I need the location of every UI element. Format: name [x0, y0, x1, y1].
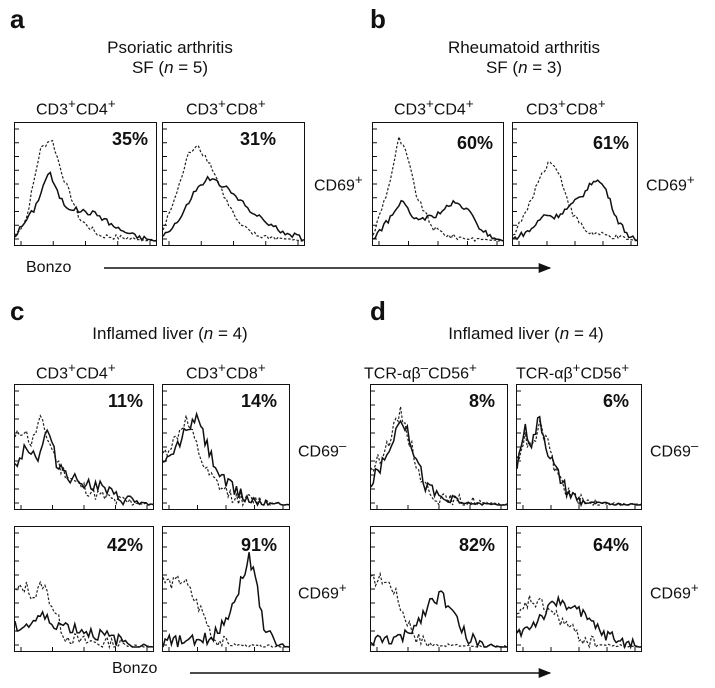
panel-letter-b: b: [370, 4, 386, 34]
percent-label: 60%: [456, 133, 493, 153]
isotype-control-curve: [517, 418, 641, 508]
panel-letter-c: c: [10, 296, 25, 326]
panel-b-title: Rheumatoid arthritis SF (n = 3): [447, 38, 601, 77]
histogram-plot: [163, 390, 289, 509]
isotype-control-curve: [373, 134, 503, 242]
histogram-plot: [15, 532, 153, 651]
bonzo-staining-curve: [163, 175, 304, 242]
panel-letter-a: a: [10, 4, 25, 34]
bonzo-staining-curve: [371, 419, 507, 506]
bonzo-staining-curve: [373, 199, 503, 242]
x-axis-label-bottom: Bonzo: [112, 660, 158, 677]
row-label-c-cd69neg: CD69–: [298, 438, 347, 461]
panel-a-title: Psoriatic arthritis SF (n = 5): [107, 38, 233, 77]
row-label-a-cd69pos: CD69+: [314, 172, 363, 195]
bonzo-staining-curve: [513, 179, 637, 242]
bonzo-staining-curve: [371, 590, 507, 649]
bonzo-staining-curve: [517, 594, 641, 650]
row-label-c-cd69pos: CD69+: [298, 580, 347, 603]
histogram-plot: [373, 128, 503, 245]
col-label-b-cd4: CD3+CD4+: [394, 96, 474, 119]
col-label-a-cd4: CD3+CD4+: [36, 96, 116, 119]
percent-label: 61%: [592, 133, 629, 153]
col-label-a-cd8: CD3+CD8+: [186, 96, 266, 119]
histogram-a-cd8: 31%: [162, 122, 305, 246]
histogram-plot: [163, 532, 289, 651]
row-label-d-cd69neg: CD69–: [650, 438, 699, 461]
percent-label: 31%: [239, 129, 276, 149]
col-label-b-cd8: CD3+CD8+: [526, 96, 606, 119]
percent-label: 14%: [240, 391, 277, 411]
histogram-plot: [517, 532, 641, 651]
histogram-plot: [15, 128, 156, 245]
percent-label: 91%: [240, 535, 277, 555]
row-label-b-cd69pos: CD69+: [646, 172, 695, 195]
percent-label: 82%: [458, 535, 495, 555]
bonzo-staining-curve: [517, 415, 641, 508]
histogram-a-cd4: 35%: [14, 122, 157, 246]
bonzo-staining-curve: [15, 428, 153, 507]
isotype-control-curve: [371, 571, 507, 648]
histogram-d-tcrpos-cd69neg: 6%: [516, 384, 642, 510]
histogram-b-cd8: 61%: [512, 122, 638, 246]
percent-label: 6%: [602, 391, 629, 411]
bonzo-staining-curve: [15, 609, 153, 648]
histogram-b-cd4: 60%: [372, 122, 504, 246]
percent-label: 8%: [468, 391, 495, 411]
bonzo-staining-curve: [15, 171, 156, 242]
histogram-c-cd8-cd69neg: 14%: [162, 384, 290, 510]
histogram-plot: [371, 532, 507, 651]
histogram-c-cd8-cd69pos: 91%: [162, 526, 290, 652]
panel-d-title: Inflamed liver (n = 4): [448, 324, 604, 343]
histogram-plot: [163, 128, 304, 245]
histogram-d-tcrneg-cd69neg: 8%: [370, 384, 508, 510]
percent-label: 35%: [111, 129, 148, 149]
percent-label: 42%: [106, 535, 143, 555]
col-label-d-tcr-neg: TCR-αβ–CD56+: [364, 360, 477, 383]
col-label-c-cd4: CD3+CD4+: [36, 360, 116, 383]
bonzo-staining-curve: [163, 411, 289, 507]
col-label-d-tcr-pos: TCR-αβ+CD56+: [516, 360, 630, 383]
isotype-control-curve: [163, 144, 304, 242]
histogram-c-cd4-cd69pos: 42%: [14, 526, 154, 652]
isotype-control-curve: [513, 161, 637, 242]
histogram-c-cd4-cd69neg: 11%: [14, 384, 154, 510]
isotype-control-curve: [15, 580, 153, 650]
percent-label: 64%: [592, 535, 629, 555]
panel-c-title: Inflamed liver (n = 4): [92, 324, 248, 343]
histogram-plot: [513, 128, 637, 245]
histogram-plot: [15, 390, 153, 509]
row-label-d-cd69pos: CD69+: [650, 580, 699, 603]
isotype-control-curve: [163, 574, 289, 648]
isotype-control-curve: [15, 139, 156, 242]
isotype-control-curve: [163, 415, 289, 508]
histogram-plot: [517, 390, 641, 509]
histogram-d-tcrneg-cd69pos: 82%: [370, 526, 508, 652]
isotype-control-curve: [517, 595, 641, 649]
isotype-control-curve: [371, 406, 507, 507]
percent-label: 11%: [107, 391, 143, 411]
bonzo-staining-curve: [163, 552, 289, 648]
histogram-plot: [371, 390, 507, 509]
histogram-d-tcrpos-cd69pos: 64%: [516, 526, 642, 652]
panel-letter-d: d: [370, 296, 386, 326]
x-axis-label-top: Bonzo: [26, 259, 72, 276]
col-label-c-cd8: CD3+CD8+: [186, 360, 266, 383]
isotype-control-curve: [15, 414, 153, 506]
